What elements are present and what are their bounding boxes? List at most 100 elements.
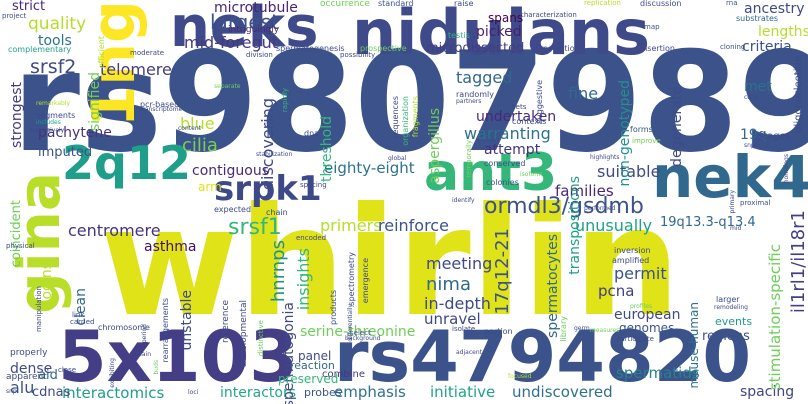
word: germ [574, 325, 590, 332]
word: intriguingly [228, 25, 280, 35]
word: ancestry [744, 1, 805, 17]
word: distinctive [257, 320, 265, 357]
word: lengths [758, 24, 808, 40]
word: quality [28, 14, 87, 34]
word: efficient [97, 36, 106, 69]
word: tools [38, 33, 72, 49]
word: transpositions [567, 176, 583, 275]
word: eighty-eight [324, 159, 415, 177]
word: snp [6, 388, 17, 395]
word: rapidly [281, 88, 289, 113]
word: properly [10, 348, 48, 358]
word: strict [12, 0, 46, 14]
word: expected [214, 205, 252, 214]
word: loci [188, 389, 199, 396]
word: serine-threonine [300, 324, 416, 340]
word: cdnas [32, 385, 71, 400]
word: link [72, 311, 85, 319]
word: isolate [452, 325, 476, 333]
word: map [644, 23, 660, 31]
word: spermatogenesis [276, 44, 345, 53]
word: background [345, 335, 381, 342]
word: families [555, 182, 614, 200]
word: reference [221, 300, 231, 343]
word: combine [322, 369, 365, 380]
word: reaction [290, 359, 335, 372]
word: mouse-human [687, 302, 701, 389]
word: cilia [182, 135, 218, 156]
word: identify [452, 197, 475, 204]
word: improve [632, 137, 661, 145]
word: imputed [38, 145, 93, 160]
word: spermatocytes [545, 234, 561, 338]
word: proximal [740, 199, 771, 207]
word: amplified [612, 256, 650, 265]
word: remarkably [36, 100, 71, 107]
word: genomes [619, 321, 675, 335]
word: telomere [100, 60, 172, 79]
word: dense [10, 361, 53, 377]
word: cloning [720, 43, 746, 51]
word: mid-foregut [184, 33, 279, 52]
word: permit [614, 264, 667, 283]
word: includes [36, 119, 61, 126]
word: chromosome [98, 323, 150, 332]
word: pcr-based [140, 100, 180, 109]
word: regions [702, 329, 750, 344]
word: met [744, 79, 772, 95]
word: extensively [30, 127, 65, 134]
word: dna [304, 129, 320, 138]
word: attempt [484, 142, 541, 158]
word: 19q [740, 127, 767, 143]
word: prospective [360, 44, 407, 53]
word: nidulans [352, 0, 651, 69]
word: transcriptome [140, 106, 183, 113]
word: tagged [456, 68, 513, 87]
word: rearrangements [161, 298, 170, 363]
word: criteria [742, 39, 792, 55]
word: developmental [239, 300, 249, 368]
word: 2q12 [62, 136, 191, 190]
word: centromere [68, 221, 161, 240]
word: picked [476, 24, 522, 40]
word: meeting [426, 254, 493, 273]
word: insights [294, 248, 313, 311]
word: rs4794820 [334, 316, 752, 398]
word: blue [180, 114, 215, 133]
word: insertion [640, 44, 675, 53]
word: colonies [486, 178, 519, 187]
word: preserved [278, 372, 339, 386]
word: signified [87, 72, 103, 132]
word: rs9807989 [12, 22, 808, 183]
word: warranting [464, 124, 551, 143]
word: pcna [598, 282, 635, 300]
word: primers [320, 216, 382, 235]
word: primary [729, 190, 736, 214]
word: period [141, 324, 148, 344]
word: probes [304, 386, 342, 399]
word: portion [484, 327, 513, 336]
word: standard [378, 0, 414, 8]
word: stimulation-specific [766, 244, 784, 391]
word: homologs [783, 154, 790, 184]
word: characterization [520, 11, 577, 19]
word: inversion [614, 246, 651, 255]
word: interactomics [62, 384, 165, 402]
word: conserved [484, 159, 526, 168]
word: whirlin [100, 176, 681, 350]
word: undiscovered [512, 383, 613, 401]
word: 17q12-21 [492, 228, 513, 315]
word: substrates [736, 14, 779, 23]
word: larger [716, 295, 740, 304]
word: forms [630, 125, 653, 134]
word: aspergillus [427, 108, 443, 184]
word: stages [758, 131, 791, 142]
word: unstable [179, 290, 195, 351]
word: moderate [130, 49, 165, 57]
word: nima [426, 274, 471, 295]
word: mid [730, 225, 742, 232]
word: panel [298, 349, 332, 363]
word: discussion [640, 0, 682, 8]
word: ant3 [424, 143, 558, 203]
word: performed [584, 205, 616, 212]
